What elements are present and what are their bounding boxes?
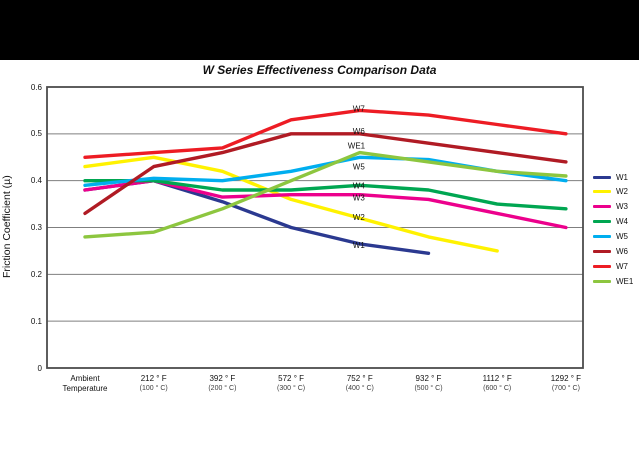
y-tick-0.3: 0.3 [30,223,42,232]
x-tick-celsius-label: (500 ° C) [414,384,443,392]
y-tick-0.2: 0.2 [30,269,42,279]
legend-label-W7: W7 [616,261,628,271]
legend-swatch-WE1 [593,279,611,283]
x-tick-label-line2: Temperature [62,383,108,393]
x-tick-3: 572 ° F (300 ° C) [253,374,329,393]
legend-item-WE1: WE1 [593,275,633,287]
legend-swatch-W6 [593,249,611,253]
legend-label-WE1: WE1 [616,276,634,286]
x-tick-fahrenheit-label: 212 ° F [140,374,167,383]
y-tick-0.1: 0.1 [30,316,42,326]
x-tick-5: 932 ° F (500 ° C) [391,374,467,393]
x-tick-celsius-label: (400 ° C) [345,384,374,392]
series-label-W4: W4 [353,181,366,190]
x-tick-0: Ambient Temperature [47,374,123,393]
legend-item-W4: W4 [593,216,628,228]
legend-swatch-W5 [593,234,611,238]
legend-label-W6: W6 [616,246,628,256]
x-tick-1: 212 ° F (100 ° C) [116,374,192,393]
legend-item-W1: W1 [593,171,628,183]
legend-item-W6: W6 [593,245,628,257]
x-tick-celsius-label: (300 ° C) [277,384,306,392]
series-line-W6 [83,132,568,216]
legend-swatch-W1 [593,175,611,179]
top-black-bar [0,0,639,60]
legend-item-W7: W7 [593,260,628,272]
x-tick-celsius-label: (700 ° C) [551,384,580,392]
x-tick-4: 752 ° F (400 ° C) [322,374,398,393]
legend-label-W1: W1 [616,172,628,182]
legend-swatch-W3 [593,205,611,209]
series-line-W4 [83,178,568,211]
x-tick-fahrenheit-label: 392 ° F [209,374,236,383]
plot-border [46,86,584,369]
x-tick-2: 392 ° F (200 ° C) [184,374,260,393]
series-line-W7 [83,108,568,160]
x-tick-fahrenheit-label: 1292 ° F [550,374,582,383]
x-tick-celsius-label: (200 ° C) [208,384,237,392]
x-tick-celsius-label: (100 ° C) [139,384,168,392]
legend-item-W5: W5 [593,230,628,242]
y-tick-0: 0 [37,363,42,373]
x-tick-fahrenheit-label: 752 ° F [346,374,373,383]
series-label-W5: W5 [353,162,366,171]
legend-swatch-W2 [593,190,611,194]
legend-item-W2: W2 [593,186,628,198]
x-tick-fahrenheit-label: 932 ° F [415,374,442,383]
legend-label-W3: W3 [616,202,628,212]
series-label-W3: W3 [353,194,366,203]
x-tick-fahrenheit-label: Ambient [70,374,100,383]
legend-swatch-W7 [593,264,611,268]
y-tick-0.6: 0.6 [30,82,42,92]
x-tick-6: 1112 ° F (600 ° C) [459,374,535,393]
legend-item-W3: W3 [593,201,628,213]
series-line-WE1 [83,150,568,239]
y-tick-0.4: 0.4 [30,176,42,186]
x-tick-fahrenheit-label: 572 ° F [278,374,305,383]
legend-label-W5: W5 [616,231,628,241]
series-label-W2: W2 [353,213,366,222]
plot-area: W1 W2 W3 W4 W5 W6 W7 WE1 [46,86,584,369]
legend-swatch-W4 [593,220,611,224]
legend-label-W4: W4 [616,217,628,227]
legend-label-W2: W2 [616,187,628,197]
series-label-WE1: WE1 [348,142,366,151]
series-label-W7: W7 [353,104,366,113]
x-tick-fahrenheit-label: 1112 ° F [482,374,512,383]
chart-sheet: W Series Effectiveness Comparison Data F… [0,60,639,455]
series-label-W6: W6 [353,127,366,136]
series-line-W2 [83,155,499,253]
x-tick-7: 1292 ° F (700 ° C) [528,374,604,393]
x-tick-celsius-label: (600 ° C) [483,384,512,392]
series-label-W1: W1 [353,241,366,250]
chart-title: W Series Effectiveness Comparison Data [202,63,437,77]
y-tick-0.5: 0.5 [30,129,42,139]
